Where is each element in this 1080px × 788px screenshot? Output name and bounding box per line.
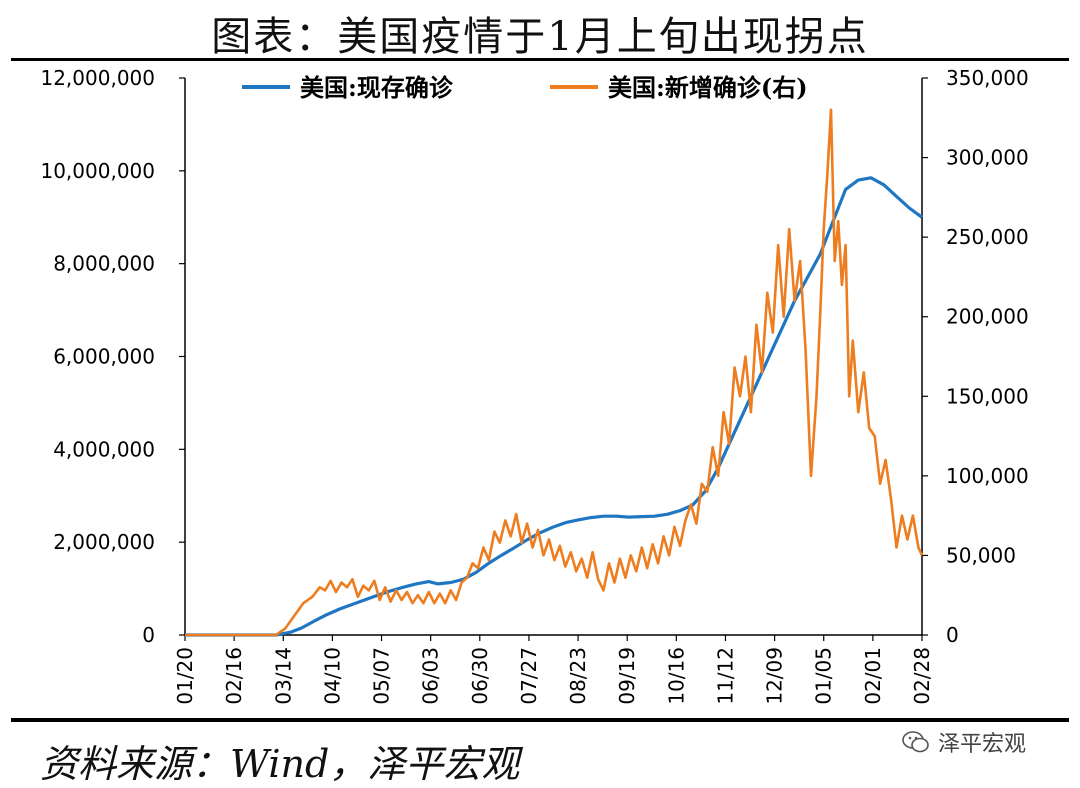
y-right-tick-label: 300,000 bbox=[946, 146, 1029, 170]
x-tick-label: 02/28 bbox=[910, 647, 934, 705]
x-tick-label: 03/14 bbox=[271, 647, 295, 705]
x-tick-label: 10/16 bbox=[664, 647, 688, 705]
x-tick-label: 12/09 bbox=[763, 647, 787, 705]
legend: 美国:现存确诊 美国:新增确诊(右) bbox=[242, 73, 808, 102]
x-tick-label: 02/16 bbox=[222, 647, 246, 705]
y-left-tick-label: 6,000,000 bbox=[53, 345, 155, 369]
x-tick-label: 05/07 bbox=[370, 647, 394, 705]
y-right-tick-label: 250,000 bbox=[946, 225, 1029, 249]
top-rule bbox=[11, 58, 1069, 61]
y-right-tick-label: 0 bbox=[946, 623, 959, 647]
legend-label-new: 美国:新增确诊(右) bbox=[608, 73, 808, 102]
x-tick-label: 06/30 bbox=[468, 647, 492, 705]
y-right-tick-label: 150,000 bbox=[946, 384, 1029, 408]
series-line-current bbox=[185, 176, 923, 637]
y-left-tick-label: 8,000,000 bbox=[53, 252, 155, 276]
series-line-new bbox=[185, 108, 924, 637]
y-left-tick-label: 12,000,000 bbox=[40, 66, 155, 90]
x-tick-label: 02/01 bbox=[861, 647, 885, 705]
x-tick-label: 09/19 bbox=[615, 647, 639, 705]
series-lines bbox=[185, 108, 924, 637]
y-right-tick-label: 50,000 bbox=[946, 543, 1016, 567]
chart: 0 2,000,000 4,000,000 6,000,000 8,000,000 10,… bbox=[40, 66, 1028, 705]
axes: 0 2,000,000 4,000,000 6,000,000 8,000,000 10,… bbox=[40, 66, 1028, 705]
y-right-tick-label: 100,000 bbox=[946, 464, 1029, 488]
x-tick-label: 11/12 bbox=[713, 647, 737, 705]
y-right-tick-label: 350,000 bbox=[946, 66, 1029, 90]
y-left-tick-label: 4,000,000 bbox=[53, 437, 155, 461]
watermark-text: 泽平宏观 bbox=[938, 732, 1027, 757]
x-tick-label: 01/05 bbox=[812, 647, 836, 705]
wechat-icon bbox=[902, 731, 929, 753]
y-left-tick-label: 2,000,000 bbox=[53, 530, 155, 554]
y-right-tick-label: 200,000 bbox=[946, 305, 1029, 329]
y-left-tick-label: 10,000,000 bbox=[40, 159, 155, 183]
y-left-tick-label: 0 bbox=[142, 623, 155, 647]
source-note: 资料来源：Wind，泽平宏观 bbox=[40, 742, 520, 786]
bottom-rule bbox=[11, 718, 1069, 722]
x-tick-label: 01/20 bbox=[173, 647, 197, 705]
watermark: 泽平宏观 bbox=[902, 724, 1026, 760]
x-tick-label: 04/10 bbox=[320, 647, 344, 705]
chart-title: 图表：美国疫情于1月上旬出现拐点 bbox=[211, 14, 869, 60]
legend-label-current: 美国:现存确诊 bbox=[300, 73, 454, 102]
x-tick-label: 08/23 bbox=[566, 647, 590, 705]
x-tick-label: 06/03 bbox=[419, 647, 443, 705]
x-tick-label: 07/27 bbox=[517, 647, 541, 705]
